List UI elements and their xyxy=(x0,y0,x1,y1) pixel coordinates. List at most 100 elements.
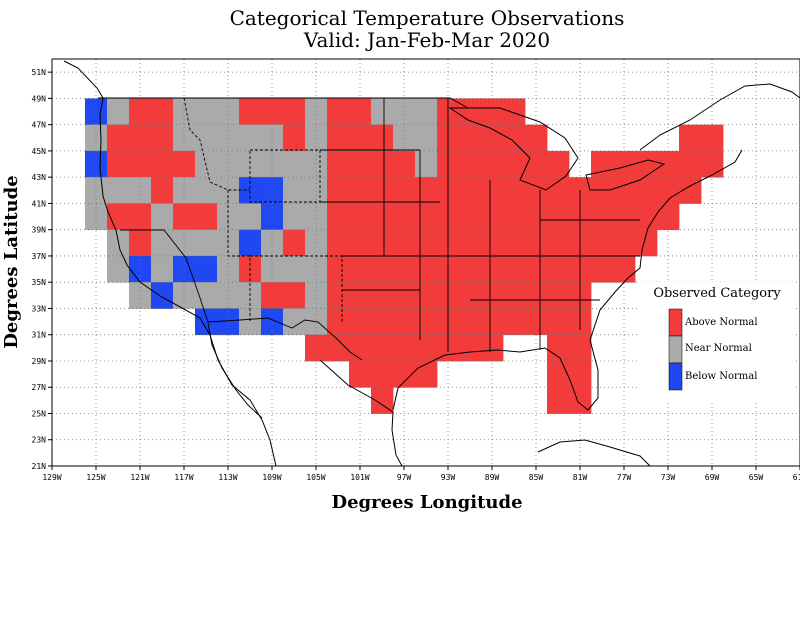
x-tick-label: 65W xyxy=(749,473,764,482)
category-cell xyxy=(349,177,372,204)
category-cell xyxy=(701,150,724,178)
category-cell xyxy=(635,203,658,231)
category-cell xyxy=(371,203,394,231)
category-cell xyxy=(151,203,174,231)
state-border-meridians xyxy=(383,98,541,352)
category-cell xyxy=(239,177,262,204)
category-cell xyxy=(525,255,548,283)
category-cell xyxy=(107,150,130,178)
state-border-nevada xyxy=(120,229,209,323)
y-tick-label: 39N xyxy=(32,226,47,235)
legend-swatch-above xyxy=(668,308,683,337)
coastlines xyxy=(63,60,800,467)
category-cell xyxy=(503,282,526,309)
category-cell xyxy=(305,124,328,152)
category-cell xyxy=(305,150,328,178)
category-cell xyxy=(261,203,284,231)
category-cell xyxy=(327,150,350,178)
mexico-border xyxy=(207,317,363,361)
category-cell xyxy=(635,229,658,257)
y-tick-label: 51N xyxy=(32,68,47,77)
category-cell xyxy=(151,282,174,309)
category-cell xyxy=(107,124,130,152)
gulf-coastline xyxy=(392,149,743,411)
legend: Observed Category Above Normal Near Norm… xyxy=(638,282,796,400)
category-cell xyxy=(569,360,592,388)
category-cell xyxy=(261,255,284,283)
category-cell xyxy=(151,98,174,126)
category-cell xyxy=(283,308,306,336)
category-cell xyxy=(371,360,394,388)
category-cell xyxy=(195,177,218,204)
category-cell xyxy=(107,177,130,204)
category-cell xyxy=(415,98,438,126)
x-tick-label: 129W xyxy=(42,473,61,482)
category-cell xyxy=(151,150,174,178)
category-cell xyxy=(393,177,416,204)
category-cell xyxy=(591,229,614,257)
category-cell xyxy=(349,255,372,283)
category-cell xyxy=(481,150,504,178)
x-tick-labels: 129W 125W 121W 117W 113W 109W 105W 101W 97W 93W 89… xyxy=(42,466,800,482)
state-border-east xyxy=(470,190,640,330)
category-cell xyxy=(371,150,394,178)
category-cell xyxy=(525,308,548,336)
borders xyxy=(98,97,640,361)
category-cell xyxy=(129,150,152,178)
category-cell xyxy=(239,124,262,152)
category-cell xyxy=(261,124,284,152)
category-cell xyxy=(393,360,416,388)
category-cell xyxy=(327,282,350,309)
category-cell xyxy=(679,177,702,204)
legend-label-near: Near Normal xyxy=(685,343,752,354)
category-cell xyxy=(415,282,438,309)
category-cell xyxy=(503,203,526,231)
legend-title: Observed Category xyxy=(653,286,781,301)
x-axis-title: Degrees Longitude xyxy=(331,492,522,513)
x-tick-label: 109W xyxy=(262,473,281,482)
category-cell xyxy=(547,360,570,388)
category-cell xyxy=(415,334,438,362)
category-cell xyxy=(393,334,416,362)
category-cell xyxy=(415,229,438,257)
category-cell xyxy=(239,150,262,178)
baja-coastline xyxy=(207,322,263,419)
category-cell xyxy=(635,177,658,204)
category-cell xyxy=(525,150,548,178)
category-cell xyxy=(261,177,284,204)
category-cell xyxy=(679,124,702,152)
y-tick-label: 37N xyxy=(32,252,47,261)
category-cell xyxy=(173,124,196,152)
y-tick-label: 45N xyxy=(32,147,47,156)
category-cell xyxy=(349,124,372,152)
category-cell xyxy=(415,124,438,152)
category-cell xyxy=(349,150,372,178)
category-cell xyxy=(569,334,592,362)
y-tick-label: 21N xyxy=(32,462,47,471)
category-cell xyxy=(195,124,218,152)
category-cell xyxy=(217,124,240,152)
category-cell xyxy=(327,177,350,204)
category-cell xyxy=(679,150,702,178)
category-cell xyxy=(371,308,394,336)
category-cell xyxy=(107,98,130,126)
cuba-coastline xyxy=(537,439,651,467)
category-cell xyxy=(393,308,416,336)
category-cell xyxy=(151,255,174,283)
x-tick-label: 89W xyxy=(485,473,500,482)
legend-swatch-below xyxy=(668,362,683,391)
y-tick-label: 35N xyxy=(32,278,47,287)
category-cell xyxy=(261,308,284,336)
category-cell xyxy=(371,177,394,204)
category-cell xyxy=(393,255,416,283)
category-cell xyxy=(305,203,328,231)
x-tick-label: 101W xyxy=(350,473,369,482)
y-tick-label: 27N xyxy=(32,383,47,392)
x-tick-label: 93W xyxy=(441,473,456,482)
category-cell xyxy=(393,150,416,178)
state-border-plains xyxy=(320,149,500,291)
legend-label-above: Above Normal xyxy=(684,317,758,328)
x-tick-label: 73W xyxy=(661,473,676,482)
y-tick-labels: 21N 23N 25N 27N 29N 31N 33N 35N 37N 39N 41N 43N 45N 4… xyxy=(32,68,52,471)
category-cell xyxy=(547,150,570,178)
